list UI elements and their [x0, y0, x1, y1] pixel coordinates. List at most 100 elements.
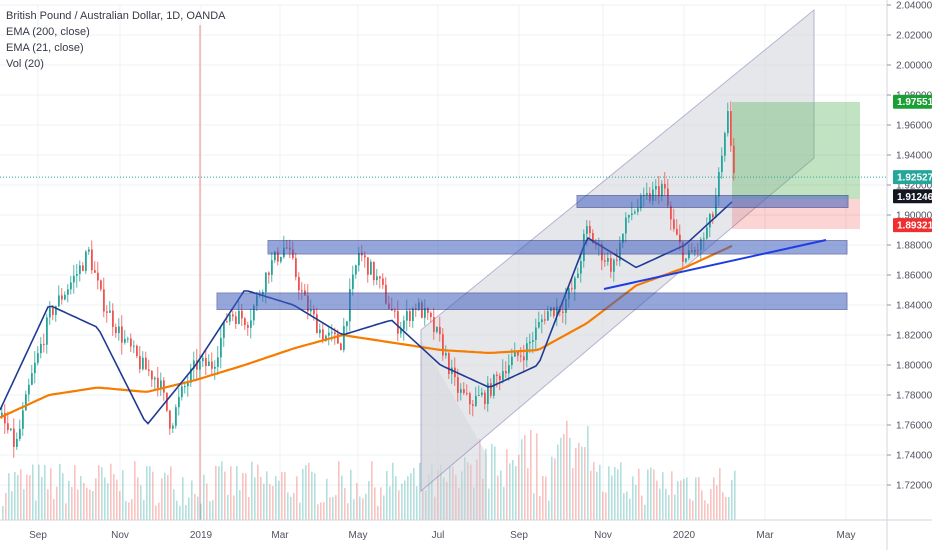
candle: [274, 251, 276, 261]
candle: [169, 410, 171, 429]
volume-bar: [428, 474, 430, 520]
volume-bar: [218, 466, 220, 520]
candle: [247, 325, 249, 328]
candle: [100, 280, 102, 290]
volume-bar: [11, 491, 13, 520]
candle: [163, 380, 165, 393]
candle: [580, 261, 582, 274]
candle: [631, 213, 633, 216]
candle: [94, 270, 96, 273]
candle: [532, 340, 534, 342]
candle: [130, 338, 132, 347]
candle: [196, 360, 198, 370]
volume-bar: [188, 497, 190, 520]
volume-bar: [467, 462, 469, 520]
volume-bar: [665, 488, 667, 520]
volume-bar: [254, 477, 256, 520]
candle: [337, 333, 339, 344]
price-label-bg: [893, 170, 932, 185]
candle: [241, 310, 243, 319]
candle: [439, 326, 441, 335]
drawings-over: [0, 176, 887, 310]
volume-bar: [383, 495, 385, 520]
volume-bar: [632, 476, 634, 520]
volume-bar: [299, 502, 301, 520]
volume-bar: [551, 456, 553, 520]
candle: [721, 155, 723, 172]
volume-bar: [452, 466, 454, 520]
candle: [499, 375, 501, 381]
volume-bar: [386, 471, 388, 520]
volume-bar: [464, 457, 466, 520]
volume-bar: [293, 492, 295, 520]
volume-bar: [5, 492, 7, 520]
candle: [37, 353, 39, 363]
candle: [412, 308, 414, 322]
candle: [433, 317, 435, 332]
volume-bar: [527, 468, 529, 520]
volume-bar: [269, 484, 271, 520]
y-tick-label: 1.76000: [896, 421, 932, 432]
volume-bar: [647, 469, 649, 520]
volume-bar: [476, 459, 478, 520]
volume-bar: [146, 466, 148, 520]
candle: [43, 343, 45, 345]
candle: [427, 307, 429, 313]
candle: [562, 311, 564, 313]
zone-box: [267, 240, 848, 255]
candle: [58, 295, 60, 307]
candle: [352, 274, 354, 290]
volume-bar: [392, 462, 394, 520]
candle: [517, 351, 519, 356]
volume-bar: [68, 480, 70, 520]
candle: [61, 295, 63, 300]
volume-bar: [620, 462, 622, 520]
candle: [577, 273, 579, 278]
candle: [127, 338, 129, 340]
candle: [82, 265, 84, 271]
volume-bar: [539, 496, 541, 520]
zone-box: [576, 195, 849, 208]
volume-bar: [242, 472, 244, 520]
candle: [409, 311, 411, 322]
volume-bar: [341, 475, 343, 520]
candle: [340, 343, 342, 351]
candle: [520, 355, 522, 357]
candle: [472, 404, 474, 406]
candle: [223, 321, 225, 338]
volume-bar: [557, 444, 559, 520]
y-tick-label: 1.82000: [896, 331, 932, 342]
y-tick-label: 1.90000: [896, 211, 932, 222]
candle: [685, 258, 687, 262]
volume-bar: [53, 499, 55, 520]
candles: [1, 101, 735, 458]
candle: [145, 357, 147, 370]
volume-bar: [368, 480, 370, 520]
volume-bar: [173, 489, 175, 520]
candle: [1, 412, 3, 418]
candle: [109, 310, 111, 313]
volume-bar: [572, 468, 574, 520]
volume-bar: [203, 474, 205, 520]
volume-bar: [323, 502, 325, 520]
x-tick-label: 2019: [190, 530, 213, 541]
volume-bar: [701, 490, 703, 520]
volume-bar: [590, 470, 592, 520]
candle: [208, 361, 210, 367]
volume-bar: [95, 478, 97, 520]
legend-title: British Pound / Australian Dollar, 1D, O…: [6, 10, 226, 22]
candle: [79, 265, 81, 274]
volume-bar: [152, 471, 154, 520]
legend-ema21: EMA (21, close): [6, 42, 84, 54]
y-tick-label: 2.02000: [896, 31, 932, 42]
x-tick-label: Jul: [432, 530, 445, 541]
volume-bar: [257, 464, 259, 520]
candle: [676, 228, 678, 235]
candle: [634, 211, 636, 214]
x-tick-label: May: [349, 530, 368, 541]
x-tick-label: Mar: [271, 530, 289, 541]
candle: [658, 185, 660, 197]
volume-bar: [692, 500, 694, 520]
